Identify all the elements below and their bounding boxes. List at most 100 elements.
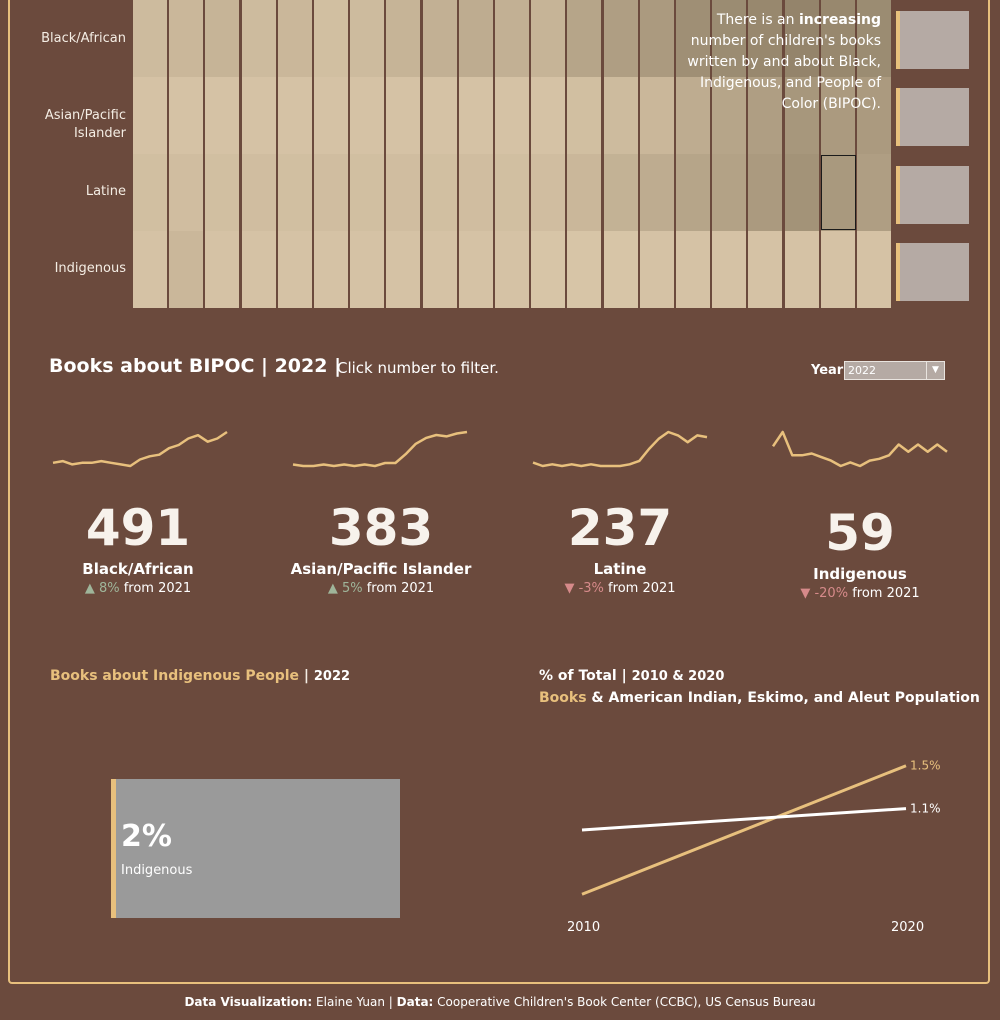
heatmap-cell[interactable]	[857, 231, 891, 308]
kpi-value[interactable]: 237	[567, 499, 673, 557]
heatmap-cell[interactable]	[458, 154, 493, 231]
heatmap-cell[interactable]	[386, 154, 421, 231]
heatmap-cell[interactable]	[712, 231, 747, 308]
row-total-bar[interactable]	[896, 88, 969, 146]
heatmap-cell[interactable]	[712, 77, 747, 154]
heatmap-cell[interactable]	[748, 0, 783, 77]
heatmap-cell[interactable]	[676, 231, 710, 308]
heatmap-cell[interactable]	[350, 231, 385, 308]
row-total-bar[interactable]	[896, 243, 969, 301]
heatmap-cell[interactable]	[133, 77, 167, 154]
heatmap-cell[interactable]	[133, 154, 167, 231]
kpi-asian-pacific[interactable]: 383 Asian/Pacific Islander ▲ 5% from 202…	[261, 500, 501, 596]
heatmap-cell[interactable]	[495, 0, 529, 77]
heatmap-cell[interactable]	[205, 77, 240, 154]
row-total-bar[interactable]	[896, 166, 969, 224]
heatmap-cell[interactable]	[820, 0, 855, 77]
heatmap-cell[interactable]	[241, 231, 276, 308]
heatmap-cell[interactable]	[603, 231, 638, 308]
heatmap-cell[interactable]	[133, 231, 167, 308]
heatmap-cell[interactable]	[712, 0, 747, 77]
heatmap-cell[interactable]	[820, 154, 855, 231]
selected-heatmap-cell[interactable]	[820, 155, 856, 230]
heatmap-cell[interactable]	[748, 77, 783, 154]
year-filter-select[interactable]: 2022 ▼	[844, 361, 945, 380]
heatmap-cell[interactable]	[350, 154, 385, 231]
heatmap-cell[interactable]	[531, 154, 566, 231]
heatmap-cell[interactable]	[857, 154, 891, 231]
kpi-value[interactable]: 491	[85, 499, 191, 557]
heatmap[interactable]	[133, 0, 891, 308]
heatmap-cell[interactable]	[639, 231, 674, 308]
kpi-latine[interactable]: 237 Latine ▼ -3% from 2021	[500, 500, 740, 596]
heatmap-cell[interactable]	[567, 154, 602, 231]
heatmap-cell[interactable]	[169, 0, 204, 77]
heatmap-cell[interactable]	[748, 154, 783, 231]
heatmap-cell[interactable]	[386, 231, 421, 308]
heatmap-cell[interactable]	[422, 231, 457, 308]
heatmap-cell[interactable]	[820, 77, 855, 154]
heatmap-cell[interactable]	[567, 231, 602, 308]
heatmap-cell[interactable]	[314, 154, 348, 231]
heatmap-cell[interactable]	[639, 77, 674, 154]
heatmap-cell[interactable]	[567, 77, 602, 154]
heatmap-cell[interactable]	[277, 77, 312, 154]
heatmap-cell[interactable]	[169, 231, 204, 308]
heatmap-cell[interactable]	[314, 0, 348, 77]
heatmap-cell[interactable]	[241, 0, 276, 77]
heatmap-cell[interactable]	[350, 77, 385, 154]
heatmap-cell[interactable]	[784, 231, 819, 308]
heatmap-cell[interactable]	[458, 77, 493, 154]
heatmap-cell[interactable]	[386, 0, 421, 77]
heatmap-cell[interactable]	[531, 231, 566, 308]
heatmap-cell[interactable]	[603, 0, 638, 77]
heatmap-cell[interactable]	[422, 0, 457, 77]
heatmap-cell[interactable]	[205, 231, 240, 308]
heatmap-cell[interactable]	[277, 0, 312, 77]
heatmap-cell[interactable]	[133, 0, 167, 77]
heatmap-cell[interactable]	[495, 77, 529, 154]
kpi-value[interactable]: 383	[328, 499, 434, 557]
heatmap-cell[interactable]	[567, 0, 602, 77]
heatmap-cell[interactable]	[422, 77, 457, 154]
heatmap-cell[interactable]	[639, 0, 674, 77]
heatmap-cell[interactable]	[820, 231, 855, 308]
heatmap-cell[interactable]	[314, 231, 348, 308]
heatmap-cell[interactable]	[748, 231, 783, 308]
kpi-indigenous[interactable]: 59 Indigenous ▼ -20% from 2021	[740, 505, 980, 601]
heatmap-cell[interactable]	[458, 231, 493, 308]
heatmap-cell[interactable]	[784, 154, 819, 231]
heatmap-cell[interactable]	[531, 0, 566, 77]
heatmap-cell[interactable]	[603, 154, 638, 231]
heatmap-cell[interactable]	[857, 0, 891, 77]
heatmap-cell[interactable]	[676, 154, 710, 231]
heatmap-cell[interactable]	[857, 77, 891, 154]
heatmap-cell[interactable]	[531, 77, 566, 154]
heatmap-cell[interactable]	[169, 154, 204, 231]
heatmap-cell[interactable]	[676, 77, 710, 154]
heatmap-cell[interactable]	[422, 154, 457, 231]
heatmap-cell[interactable]	[603, 77, 638, 154]
indigenous-share-box[interactable]: 2% Indigenous	[111, 779, 400, 918]
heatmap-cell[interactable]	[784, 77, 819, 154]
heatmap-cell[interactable]	[495, 231, 529, 308]
chevron-down-icon[interactable]: ▼	[926, 362, 944, 379]
heatmap-cell[interactable]	[169, 77, 204, 154]
heatmap-cell[interactable]	[458, 0, 493, 77]
heatmap-cell[interactable]	[676, 0, 710, 77]
heatmap-cell[interactable]	[241, 154, 276, 231]
heatmap-cell[interactable]	[784, 0, 819, 77]
kpi-value[interactable]: 59	[825, 504, 895, 562]
heatmap-cell[interactable]	[639, 154, 674, 231]
heatmap-cell[interactable]	[241, 77, 276, 154]
kpi-black-african[interactable]: 491 Black/African ▲ 8% from 2021	[18, 500, 258, 596]
heatmap-cell[interactable]	[205, 154, 240, 231]
heatmap-cell[interactable]	[314, 77, 348, 154]
row-total-bar[interactable]	[896, 11, 969, 69]
heatmap-cell[interactable]	[205, 0, 240, 77]
heatmap-cell[interactable]	[350, 0, 385, 77]
heatmap-cell[interactable]	[386, 77, 421, 154]
heatmap-cell[interactable]	[712, 154, 747, 231]
heatmap-cell[interactable]	[495, 154, 529, 231]
heatmap-cell[interactable]	[277, 154, 312, 231]
